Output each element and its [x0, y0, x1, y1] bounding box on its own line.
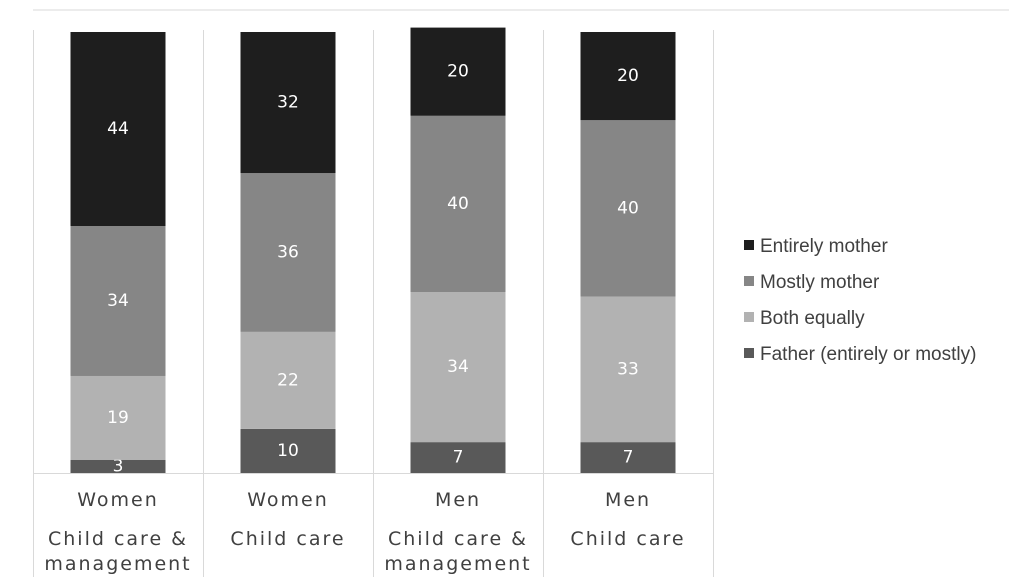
data-label: 7: [623, 448, 634, 468]
bar-segment: [240, 32, 336, 174]
legend-entry: Entirely mother: [760, 236, 888, 257]
bar-segment: [580, 120, 676, 297]
legend-swatch: [744, 312, 754, 322]
category-tick-label: Child care: [570, 528, 685, 550]
bar-segment: [70, 459, 166, 473]
legend-entry: Father (entirely or mostly): [760, 344, 976, 365]
category-group-label: Women: [247, 489, 329, 511]
legend-swatch: [744, 348, 754, 358]
data-label: 40: [617, 198, 639, 218]
data-label: 7: [453, 448, 464, 468]
data-label: 32: [277, 93, 299, 113]
legend-entry: Both equally: [760, 308, 865, 329]
legend-entry: Mostly mother: [760, 272, 880, 293]
data-label: 34: [107, 291, 129, 311]
category-group-label: Men: [435, 489, 481, 511]
chart-frame: [33, 9, 1009, 577]
legend: Entirely mother Mostly mother Both equally…: [744, 236, 976, 365]
data-label: 44: [107, 119, 129, 139]
bars-group: 3 19 34 44 10 22 36 32 7 34 40 20 7 33 40 20: [70, 27, 676, 476]
data-label: 40: [447, 194, 469, 214]
bar-segment: [580, 32, 676, 121]
data-label: 34: [447, 357, 469, 377]
bar-segment: [240, 173, 336, 332]
category-tick-label: management: [384, 553, 531, 575]
data-label: 20: [617, 66, 639, 86]
data-label: 3: [113, 456, 124, 476]
bar-segment: [240, 331, 336, 429]
category-axis: Women Child care & management Women Child ca…: [44, 489, 685, 575]
legend-swatch: [744, 276, 754, 286]
bar-segment: [70, 32, 166, 227]
category-group-label: Men: [605, 489, 651, 511]
bar-segment: [580, 442, 676, 473]
category-tick-label: Child care &: [388, 528, 528, 550]
bar-segment: [410, 115, 506, 293]
data-label: 36: [277, 243, 299, 263]
bar-segment: [580, 296, 676, 443]
bar-segment: [70, 375, 166, 460]
data-label: 19: [107, 408, 129, 428]
bar-segment: [240, 428, 336, 473]
data-label: 20: [447, 62, 469, 82]
category-tick-label: Child care &: [48, 528, 188, 550]
bar-segment: [410, 27, 506, 116]
bar-segment: [410, 442, 506, 473]
data-label: 10: [277, 441, 299, 461]
bar-segment: [70, 226, 166, 376]
data-label: 22: [277, 370, 299, 390]
bar-segment: [410, 292, 506, 443]
category-group-label: Women: [77, 489, 159, 511]
data-label: 33: [617, 359, 639, 379]
category-tick-label: Child care: [230, 528, 345, 550]
category-tick-label: management: [44, 553, 191, 575]
legend-swatch: [744, 240, 754, 250]
